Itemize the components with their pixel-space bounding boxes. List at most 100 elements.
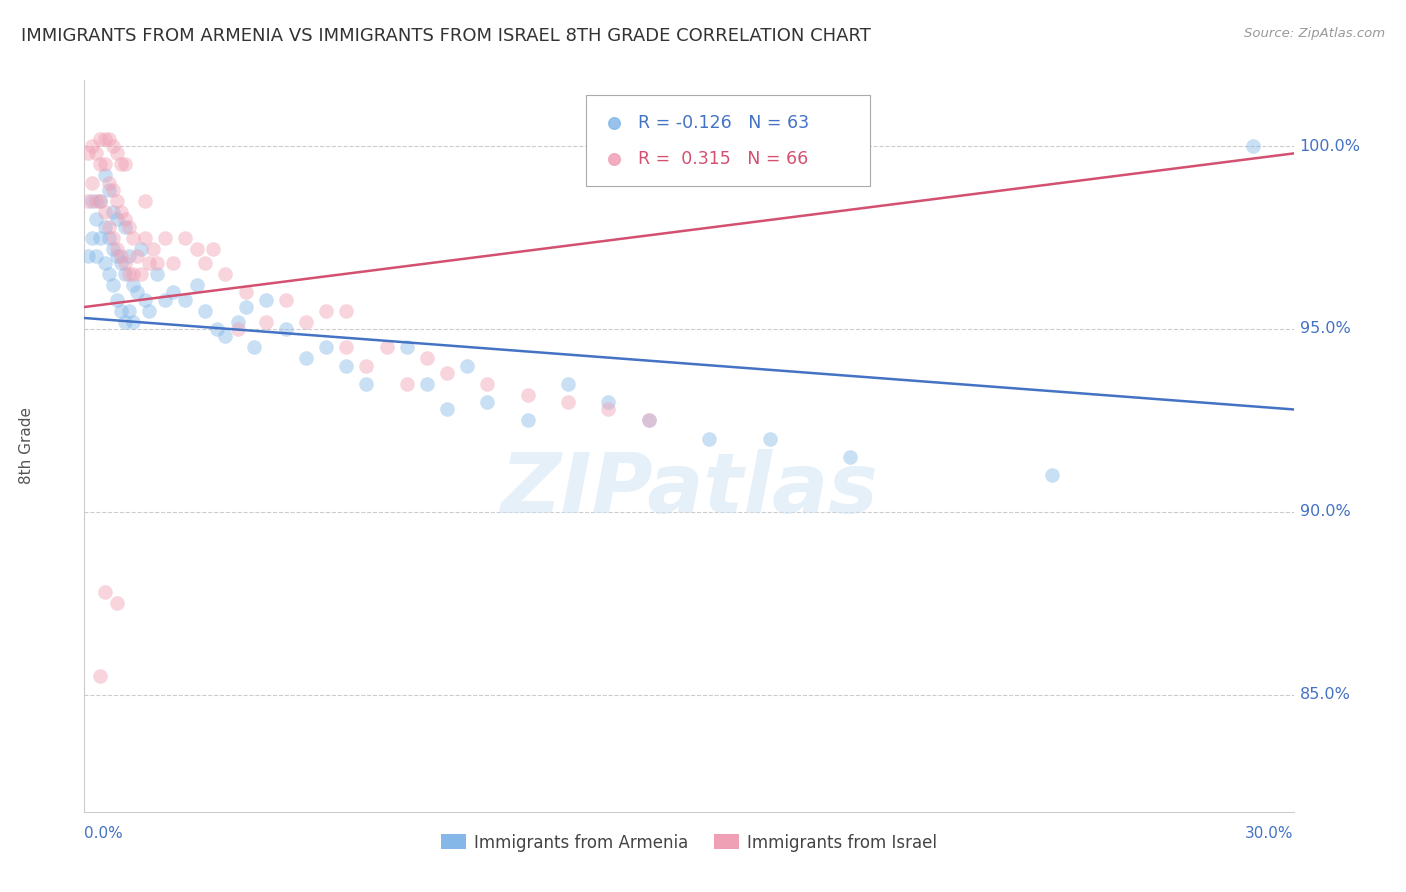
Point: [114, 256, 136, 270]
Text: 30.0%: 30.0%: [1246, 826, 1294, 841]
Point: [315, 303, 337, 318]
Point: [697, 432, 720, 446]
Point: [114, 315, 136, 329]
Point: [637, 413, 659, 427]
Point: [395, 376, 418, 391]
Point: [77, 194, 100, 208]
Point: [142, 242, 165, 256]
Point: [86, 146, 108, 161]
Point: [82, 230, 104, 244]
Point: [101, 278, 124, 293]
Point: [114, 267, 136, 281]
Point: [93, 132, 115, 146]
Point: [335, 359, 357, 373]
Text: R =  0.315   N = 66: R = 0.315 N = 66: [638, 150, 808, 168]
Point: [295, 315, 318, 329]
Point: [89, 132, 111, 146]
Point: [110, 249, 132, 263]
Point: [125, 285, 148, 300]
Point: [105, 194, 128, 208]
Point: [93, 219, 115, 234]
Point: [134, 230, 156, 244]
Point: [97, 176, 120, 190]
Point: [134, 194, 156, 208]
Point: [121, 230, 143, 244]
Point: [242, 340, 264, 354]
Point: [226, 315, 249, 329]
Point: [86, 212, 108, 227]
Point: [162, 256, 184, 270]
Point: [477, 395, 499, 409]
Point: [516, 388, 538, 402]
Point: [416, 351, 439, 366]
Point: [186, 242, 208, 256]
Point: [97, 132, 120, 146]
Point: [214, 329, 236, 343]
Text: 85.0%: 85.0%: [1299, 687, 1350, 702]
Point: [295, 351, 318, 366]
Point: [138, 256, 160, 270]
Legend: Immigrants from Armenia, Immigrants from Israel: Immigrants from Armenia, Immigrants from…: [434, 827, 943, 858]
Point: [356, 376, 378, 391]
Point: [110, 157, 132, 171]
Text: Source: ZipAtlas.com: Source: ZipAtlas.com: [1244, 27, 1385, 40]
Point: [105, 146, 128, 161]
Point: [101, 230, 124, 244]
Point: [174, 230, 197, 244]
Point: [456, 359, 478, 373]
Point: [121, 315, 143, 329]
Point: [153, 230, 176, 244]
Point: [598, 395, 620, 409]
FancyBboxPatch shape: [586, 95, 870, 186]
Point: [114, 157, 136, 171]
Point: [101, 183, 124, 197]
Point: [105, 596, 128, 610]
Point: [114, 219, 136, 234]
Point: [89, 194, 111, 208]
Point: [637, 413, 659, 427]
Point: [101, 242, 124, 256]
Point: [174, 293, 197, 307]
Point: [214, 267, 236, 281]
Point: [89, 230, 111, 244]
Point: [186, 278, 208, 293]
Point: [101, 205, 124, 219]
Point: [89, 157, 111, 171]
Point: [121, 278, 143, 293]
Point: [93, 169, 115, 183]
Point: [557, 376, 579, 391]
Text: 100.0%: 100.0%: [1299, 138, 1361, 153]
Point: [93, 585, 115, 599]
Point: [477, 376, 499, 391]
Point: [110, 303, 132, 318]
Point: [121, 267, 143, 281]
Point: [375, 340, 398, 354]
Point: [138, 303, 160, 318]
Point: [105, 249, 128, 263]
Point: [557, 395, 579, 409]
Point: [97, 219, 120, 234]
Point: [598, 402, 620, 417]
Point: [153, 293, 176, 307]
Text: IMMIGRANTS FROM ARMENIA VS IMMIGRANTS FROM ISRAEL 8TH GRADE CORRELATION CHART: IMMIGRANTS FROM ARMENIA VS IMMIGRANTS FR…: [21, 27, 870, 45]
Point: [254, 315, 277, 329]
Point: [97, 230, 120, 244]
Point: [86, 249, 108, 263]
Point: [82, 194, 104, 208]
Point: [129, 242, 152, 256]
Point: [134, 293, 156, 307]
Point: [226, 322, 249, 336]
Point: [162, 285, 184, 300]
Point: [77, 146, 100, 161]
Point: [436, 366, 458, 380]
Point: [105, 242, 128, 256]
Point: [356, 359, 378, 373]
Point: [274, 293, 297, 307]
Point: [1241, 139, 1264, 153]
Point: [436, 402, 458, 417]
Point: [97, 267, 120, 281]
Point: [315, 340, 337, 354]
Point: [1040, 468, 1063, 483]
Point: [105, 212, 128, 227]
Point: [89, 669, 111, 683]
